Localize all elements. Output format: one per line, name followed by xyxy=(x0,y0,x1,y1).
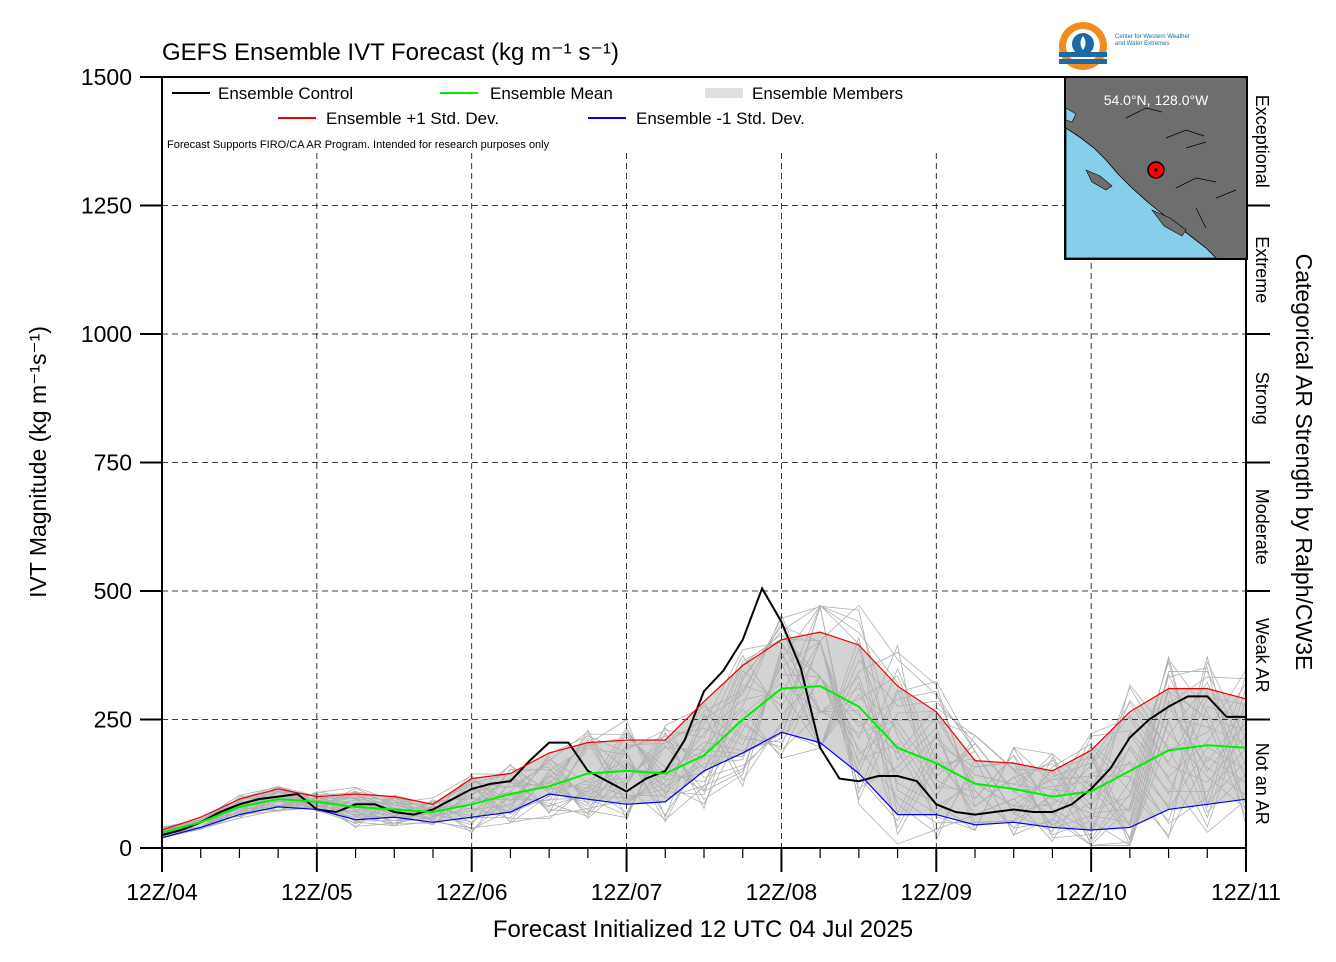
x-axis-label: Forecast Initialized 12 UTC 04 Jul 2025 xyxy=(493,916,913,943)
axes-layer: 0 250 500 750 1000 1250 1500 12Z/04 12Z/05 12Z/06… xyxy=(81,64,1281,905)
legend-label: Ensemble Mean xyxy=(490,84,613,103)
chart-title: GEFS Ensemble IVT Forecast (kg m⁻¹ s⁻¹) xyxy=(162,39,619,66)
ensemble-member-line xyxy=(161,625,1247,832)
research-note: Forecast Supports FIRO/CA AR Program. In… xyxy=(167,139,550,151)
legend-label: Ensemble +1 Std. Dev. xyxy=(326,109,499,128)
series-ensemble-control xyxy=(161,586,1246,837)
logo-text-line1: Center for Western Weather xyxy=(1115,34,1190,40)
ensemble-member-line xyxy=(161,605,1247,847)
y-tick-label: 1250 xyxy=(81,193,132,219)
y-tick-label: 0 xyxy=(119,835,132,861)
inset-map-graphic xyxy=(1066,78,1246,258)
y-tick-label: 1000 xyxy=(81,321,132,347)
legend-label: Ensemble Members xyxy=(752,84,903,103)
series-ensemble-1-std-dev xyxy=(161,731,1247,839)
x-tick-label: 12Z/11 xyxy=(1211,879,1281,905)
ensemble-member-line xyxy=(161,605,1247,832)
category-label: Extreme xyxy=(1252,236,1272,303)
ensemble-member-line xyxy=(161,654,1247,840)
logo-text-line2: and Water Extremes xyxy=(1115,41,1170,47)
y-axis-label: IVT Magnitude (kg m⁻¹s⁻¹) xyxy=(25,326,51,598)
y-tick-label: 750 xyxy=(94,450,132,476)
ensemble-member-line xyxy=(161,641,1247,833)
x-tick-label: 12Z/10 xyxy=(1055,879,1127,905)
ensemble-member-line xyxy=(161,659,1247,829)
x-tick-label: 12Z/09 xyxy=(900,879,972,905)
spread-band xyxy=(162,632,1246,838)
category-label: Moderate xyxy=(1252,489,1272,565)
ensemble-member-line xyxy=(161,641,1247,837)
legend-label: Ensemble -1 Std. Dev. xyxy=(636,109,805,128)
ensemble-member-line xyxy=(161,671,1247,833)
x-tick-label: 12Z/05 xyxy=(281,879,353,905)
cw3e-logo xyxy=(1057,18,1237,74)
x-tick-label: 12Z/08 xyxy=(746,879,818,905)
location-inset-map: 54.0°N, 128.0°W xyxy=(1064,76,1248,260)
x-tick-label: 12Z/06 xyxy=(436,879,508,905)
legend-label: Ensemble Control xyxy=(218,84,353,103)
y-tick-label: 250 xyxy=(94,707,132,733)
x-tick-label: 12Z/04 xyxy=(126,879,198,905)
category-label: Strong xyxy=(1252,372,1272,425)
ensemble-member-line xyxy=(161,605,1247,831)
cw3e-logo-icon xyxy=(1059,22,1107,70)
series-layer xyxy=(161,586,1247,839)
legend: Ensemble Control Ensemble Mean Ensemble Me… xyxy=(172,84,903,128)
y-tick-label: 500 xyxy=(94,578,132,604)
right-axis-label: Categorical AR Strength by Ralph/CW3E xyxy=(1291,254,1317,671)
grid-layer xyxy=(162,153,1246,848)
category-label: Exceptional xyxy=(1252,95,1272,188)
cw3e-logo-text: Center for Western Weather and Water Ext… xyxy=(1115,34,1235,48)
ensemble-members-layer xyxy=(161,604,1247,847)
category-label: Weak AR xyxy=(1252,618,1272,693)
ensemble-member-line xyxy=(161,655,1247,846)
category-label: Not an AR xyxy=(1252,743,1272,825)
inset-location-label: 54.0°N, 128.0°W xyxy=(1103,92,1209,108)
series-ensemble-1-std-dev xyxy=(161,631,1247,831)
series-ensemble-mean xyxy=(161,685,1247,834)
x-tick-label: 12Z/07 xyxy=(591,879,663,905)
y-tick-label: 1500 xyxy=(81,64,132,90)
